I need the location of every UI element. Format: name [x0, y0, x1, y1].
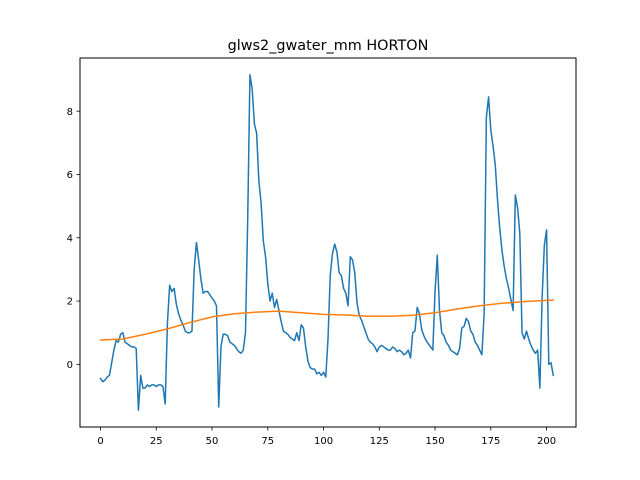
y-tick-label: 0	[67, 360, 73, 371]
plot-area	[79, 57, 577, 428]
y-tick-label: 6	[67, 170, 73, 181]
x-tick-label: 25	[150, 436, 163, 447]
y-tick-label: 8	[67, 107, 73, 118]
x-tick-label: 125	[370, 436, 389, 447]
x-tick-label: 50	[206, 436, 219, 447]
y-tick-label: 4	[67, 233, 73, 244]
x-tick-label: 100	[314, 436, 333, 447]
x-tick-label: 150	[426, 436, 445, 447]
chart-title: glws2_gwater_mm HORTON	[228, 38, 429, 54]
x-tick-label: 200	[537, 436, 556, 447]
series-line-1	[99, 74, 555, 411]
axes-frame	[79, 57, 577, 428]
series-line-2	[99, 299, 555, 341]
y-tick-label: 2	[67, 297, 73, 308]
series-layer	[99, 74, 555, 411]
x-tick-label: 0	[97, 436, 103, 447]
y-axis: 0 2 4 6 8	[67, 107, 80, 371]
x-tick-label: 75	[261, 436, 274, 447]
x-tick-label: 175	[481, 436, 500, 447]
x-axis: 0 25 50 75 100 125 150 175 200	[97, 427, 556, 447]
